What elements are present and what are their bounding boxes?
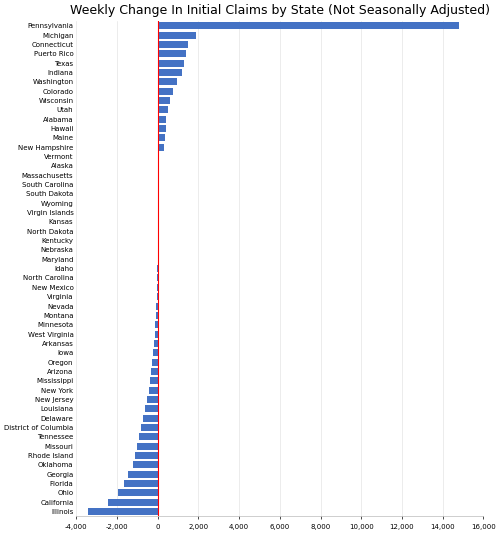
Bar [158,97,170,104]
Bar [133,461,158,468]
Bar [108,499,158,506]
Bar [154,340,158,347]
Bar [158,69,182,76]
Title: Weekly Change In Initial Claims by State (Not Seasonally Adjusted): Weekly Change In Initial Claims by State… [70,4,490,17]
Bar [156,321,158,328]
Bar [88,508,158,515]
Bar [157,284,158,291]
Bar [154,331,158,337]
Bar [158,78,177,85]
Bar [158,88,173,95]
Bar [158,22,459,29]
Bar [141,424,158,431]
Bar [158,106,168,113]
Bar [158,60,184,67]
Bar [156,303,158,310]
Bar [118,489,158,496]
Bar [137,443,158,450]
Bar [147,396,158,403]
Bar [158,125,166,132]
Bar [156,312,158,319]
Bar [138,433,158,441]
Bar [158,32,196,38]
Bar [158,41,188,48]
Bar [158,116,166,123]
Bar [124,480,158,487]
Bar [151,368,158,375]
Bar [153,349,158,356]
Bar [149,387,158,394]
Bar [158,135,165,142]
Bar [145,405,158,412]
Bar [158,144,164,151]
Bar [152,358,158,366]
Bar [143,414,158,422]
Bar [157,293,158,300]
Bar [158,153,159,160]
Bar [135,452,158,459]
Bar [150,377,158,384]
Bar [158,50,186,57]
Bar [128,470,158,477]
